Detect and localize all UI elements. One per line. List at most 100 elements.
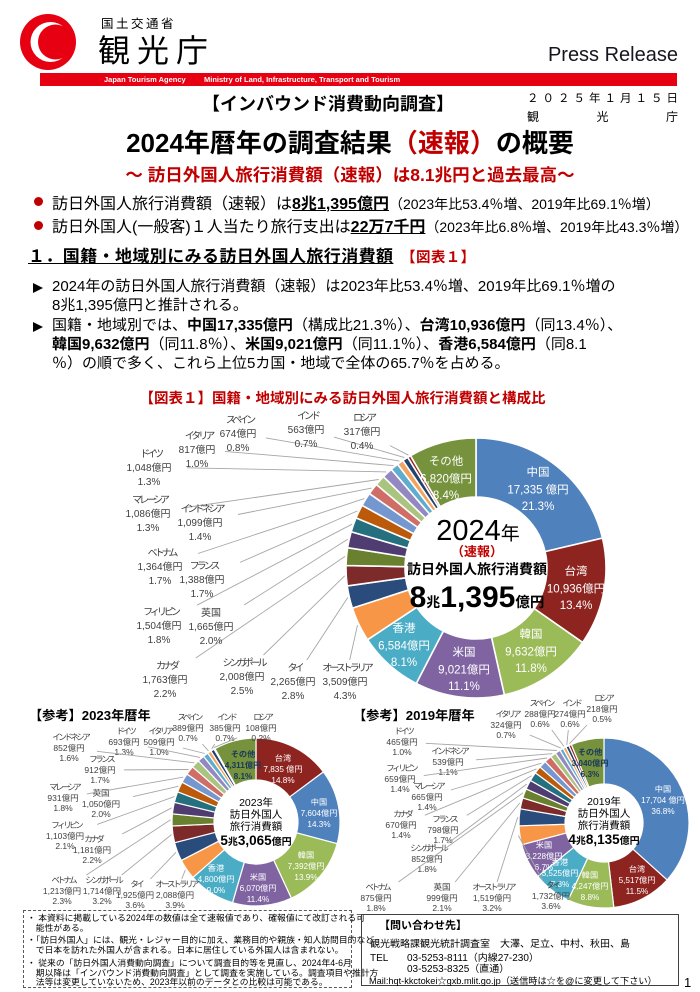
svg-text:マレーシア: マレーシア — [132, 495, 170, 506]
svg-text:7,835 億円: 7,835 億円 — [263, 765, 302, 774]
svg-text:9,021億円: 9,021億円 — [438, 664, 490, 677]
svg-text:17,335 億円: 17,335 億円 — [507, 484, 568, 497]
svg-text:ドイツ: ドイツ — [140, 449, 163, 460]
svg-text:韓国: 韓国 — [582, 871, 598, 880]
svg-text:7,392億円: 7,392億円 — [288, 862, 325, 871]
svg-text:カナダ: カナダ — [393, 809, 414, 819]
svg-text:訪日外国人: 訪日外国人 — [230, 809, 283, 821]
svg-text:1.7%: 1.7% — [90, 775, 110, 785]
svg-text:韓国: 韓国 — [520, 628, 543, 641]
svg-text:訪日外国人旅行消費額: 訪日外国人旅行消費額 — [407, 561, 547, 577]
svg-text:3,525億円: 3,525億円 — [542, 869, 579, 878]
svg-text:フランス: フランス — [432, 814, 458, 824]
svg-text:タイ: タイ — [130, 879, 144, 889]
svg-text:2,088億円: 2,088億円 — [156, 890, 194, 900]
svg-text:イタリア: イタリア — [185, 430, 216, 442]
svg-text:その他: その他 — [429, 455, 464, 468]
svg-text:288億円: 288億円 — [524, 709, 555, 719]
svg-text:インドネシア: インドネシア — [431, 746, 469, 756]
svg-text:2,265億円: 2,265億円 — [270, 676, 315, 688]
svg-text:1.6%: 1.6% — [59, 753, 79, 763]
svg-text:665億円: 665億円 — [411, 792, 442, 802]
svg-text:1,665億円: 1,665億円 — [188, 621, 233, 633]
svg-text:フィリピン: フィリピン — [51, 820, 83, 830]
svg-text:852億円: 852億円 — [411, 854, 442, 864]
svg-text:インドネシア: インドネシア — [52, 732, 90, 742]
svg-text:ドイツ: ドイツ — [116, 726, 136, 736]
svg-text:1.0%: 1.0% — [149, 747, 169, 757]
svg-text:7.3%: 7.3% — [551, 880, 570, 889]
svg-text:その他: その他 — [231, 750, 256, 759]
svg-text:1.7%: 1.7% — [191, 589, 214, 600]
svg-text:ロシア: ロシア — [594, 693, 614, 703]
svg-text:訪日外国人: 訪日外国人 — [578, 808, 631, 820]
svg-text:10,936億円: 10,936億円 — [547, 583, 605, 596]
svg-text:563億円: 563億円 — [288, 424, 325, 436]
svg-text:カナダ: カナダ — [84, 834, 105, 844]
svg-text:6,820億円: 6,820億円 — [420, 473, 472, 486]
svg-text:274億円: 274億円 — [554, 709, 585, 719]
svg-text:フランス: フランス — [190, 561, 220, 572]
svg-text:2024年: 2024年 — [436, 515, 520, 547]
svg-text:1,099億円: 1,099億円 — [177, 517, 222, 529]
svg-text:0.7%: 0.7% — [178, 733, 198, 743]
svg-text:817億円: 817億円 — [179, 444, 216, 456]
svg-text:912億円: 912億円 — [84, 765, 115, 775]
svg-text:6,070億円: 6,070億円 — [240, 884, 277, 893]
svg-text:1,181億円: 1,181億円 — [73, 845, 111, 855]
svg-text:0.2%: 0.2% — [251, 733, 271, 743]
svg-text:465億円: 465億円 — [386, 737, 417, 747]
svg-text:米国: 米国 — [536, 841, 552, 850]
svg-text:3.2%: 3.2% — [92, 896, 112, 906]
svg-text:シンガポール: シンガポール — [410, 843, 449, 853]
svg-text:798億円: 798億円 — [427, 825, 458, 835]
svg-text:11.8%: 11.8% — [515, 663, 547, 675]
svg-text:1.8%: 1.8% — [53, 803, 73, 813]
svg-text:5兆3,065億円: 5兆3,065億円 — [220, 833, 291, 848]
svg-text:ドイツ: ドイツ — [394, 726, 414, 736]
svg-text:台湾: 台湾 — [565, 565, 588, 578]
svg-text:フィリピン: フィリピン — [386, 763, 418, 773]
svg-text:2.0%: 2.0% — [91, 809, 111, 819]
svg-text:ベトナム: ベトナム — [51, 875, 77, 885]
svg-text:1,364億円: 1,364億円 — [137, 561, 182, 573]
svg-text:8.1%: 8.1% — [234, 772, 253, 781]
svg-text:シンガポール: シンガポール — [85, 875, 124, 885]
svg-text:香港: 香港 — [393, 622, 416, 635]
svg-text:8兆1,395億円: 8兆1,395億円 — [410, 581, 545, 614]
svg-text:1.8%: 1.8% — [148, 635, 171, 646]
svg-text:8.4%: 8.4% — [433, 490, 459, 502]
svg-text:13.9%: 13.9% — [294, 873, 317, 882]
svg-text:ロシア: ロシア — [353, 413, 377, 424]
svg-text:875億円: 875億円 — [360, 893, 391, 903]
svg-text:4,800億円: 4,800億円 — [198, 875, 235, 884]
svg-text:1,213億円: 1,213億円 — [43, 886, 81, 896]
svg-text:17,704 億円: 17,704 億円 — [641, 796, 685, 805]
svg-text:中国: 中国 — [527, 466, 550, 479]
svg-text:14.8%: 14.8% — [271, 776, 294, 785]
svg-text:7,604億円: 7,604億円 — [301, 809, 338, 818]
svg-text:ベトナム: ベトナム — [365, 882, 391, 892]
svg-text:スペイン: スペイン — [226, 415, 256, 426]
svg-text:インドネシア: インドネシア — [181, 504, 226, 515]
svg-text:その他: その他 — [578, 748, 603, 757]
svg-text:1.3%: 1.3% — [138, 477, 161, 488]
svg-text:英国: 英国 — [201, 607, 221, 619]
svg-text:509億円: 509億円 — [143, 737, 174, 747]
svg-text:フランス: フランス — [89, 754, 115, 764]
svg-text:6.7%: 6.7% — [535, 863, 554, 872]
svg-text:1,050億円: 1,050億円 — [82, 799, 120, 809]
svg-text:2.8%: 2.8% — [282, 691, 305, 702]
svg-text:1,048億円: 1,048億円 — [126, 462, 171, 474]
svg-text:852億円: 852億円 — [53, 743, 84, 753]
svg-text:2,008億円: 2,008億円 — [219, 671, 264, 683]
svg-text:1.3%: 1.3% — [137, 523, 160, 534]
svg-text:659億円: 659億円 — [384, 774, 415, 784]
svg-text:2.2%: 2.2% — [82, 855, 102, 865]
svg-text:1.0%: 1.0% — [392, 747, 412, 757]
svg-text:385億円: 385億円 — [209, 723, 240, 733]
svg-text:4.3%: 4.3% — [334, 691, 357, 702]
svg-text:オーストラリア: オーストラリア — [155, 879, 199, 889]
svg-text:米国: 米国 — [453, 646, 476, 659]
svg-text:0.7%: 0.7% — [295, 439, 318, 450]
